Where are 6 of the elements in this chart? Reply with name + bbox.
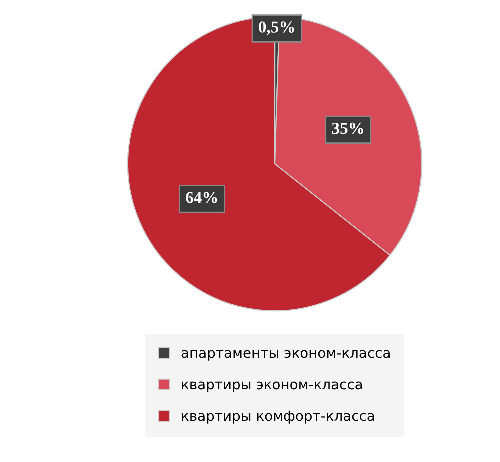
legend-label: апартаменты эконом-класса (182, 350, 390, 361)
data-label: 64% (186, 192, 218, 204)
legend-label: квартиры эконом-класса (182, 382, 362, 392)
data-label: 35% (332, 122, 364, 134)
legend-label: квартиры комфорт-класса (182, 410, 374, 424)
data-label: 0,5% (259, 22, 294, 36)
